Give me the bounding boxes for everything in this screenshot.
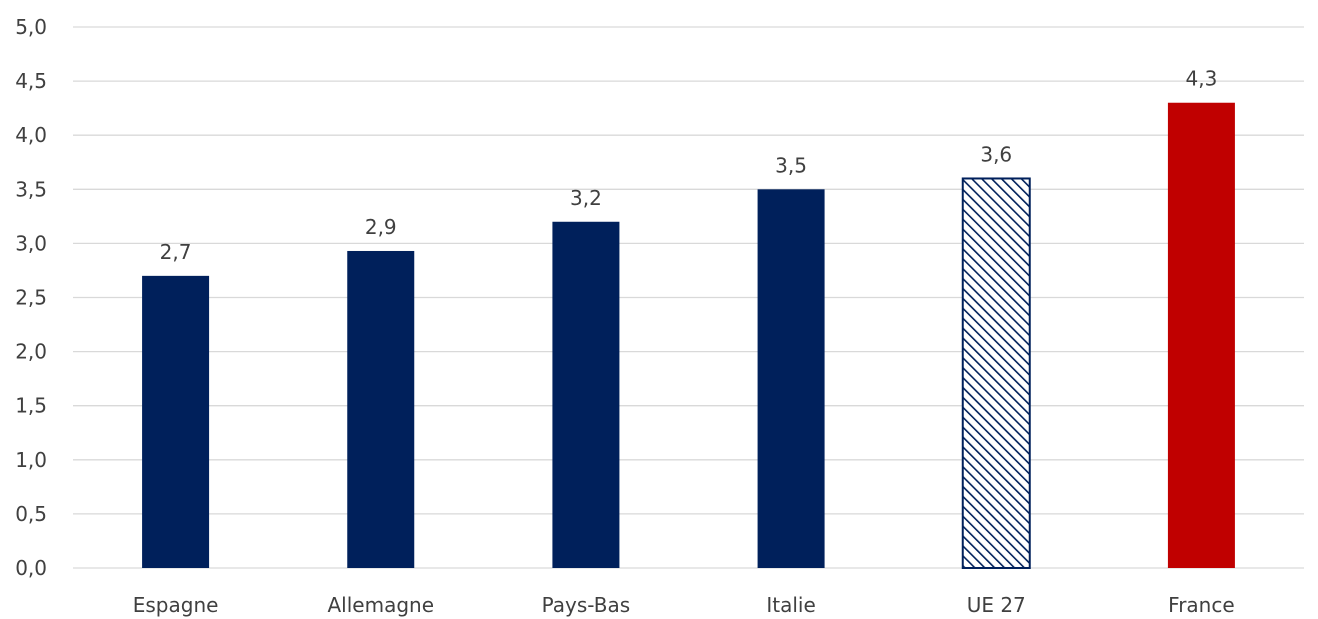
- bar-espagne: [142, 275, 210, 568]
- y-axis-ticks: 0,0 0,5 1,0 1,5 2,0 2,5 3,0 3,5 4,0 4,5 5,0: [15, 15, 47, 580]
- y-tick-label: 1,0: [15, 448, 47, 472]
- gridlines: [73, 26, 1304, 569]
- data-label: 2,9: [365, 215, 397, 239]
- data-labels: 2,7 2,9 3,2 3,5 3,6 4,3: [160, 67, 1218, 264]
- x-category-label: Espagne: [133, 593, 219, 617]
- bar-pays-bas: [552, 221, 620, 568]
- y-tick-label: 5,0: [15, 15, 47, 39]
- y-tick-label: 0,5: [15, 502, 47, 526]
- y-tick-label: 4,0: [15, 123, 47, 147]
- x-category-label: France: [1168, 593, 1235, 617]
- bar-allemagne: [347, 250, 415, 568]
- bar-ue-27: [961, 177, 1031, 569]
- data-label: 3,5: [775, 153, 807, 177]
- y-tick-label: 1,5: [15, 394, 47, 418]
- x-category-label: Allemagne: [327, 593, 434, 617]
- data-label: 2,7: [160, 240, 192, 264]
- bars: [142, 102, 1235, 569]
- bar-france: [1167, 102, 1235, 569]
- bar-italie: [757, 189, 825, 569]
- y-tick-label: 2,0: [15, 340, 47, 364]
- y-tick-label: 0,0: [15, 556, 47, 580]
- x-category-label: Pays-Bas: [542, 593, 631, 617]
- x-axis-categories: Espagne Allemagne Pays-Bas Italie UE 27 Franc…: [133, 593, 1235, 617]
- x-category-label: UE 27: [967, 593, 1026, 617]
- y-tick-label: 3,0: [15, 231, 47, 255]
- x-category-label: Italie: [766, 593, 815, 617]
- data-label: 3,6: [980, 142, 1012, 166]
- data-label: 4,3: [1186, 67, 1218, 91]
- y-tick-label: 2,5: [15, 286, 47, 310]
- y-tick-label: 3,5: [15, 177, 47, 201]
- y-tick-label: 4,5: [15, 69, 47, 93]
- data-label: 3,2: [570, 186, 602, 210]
